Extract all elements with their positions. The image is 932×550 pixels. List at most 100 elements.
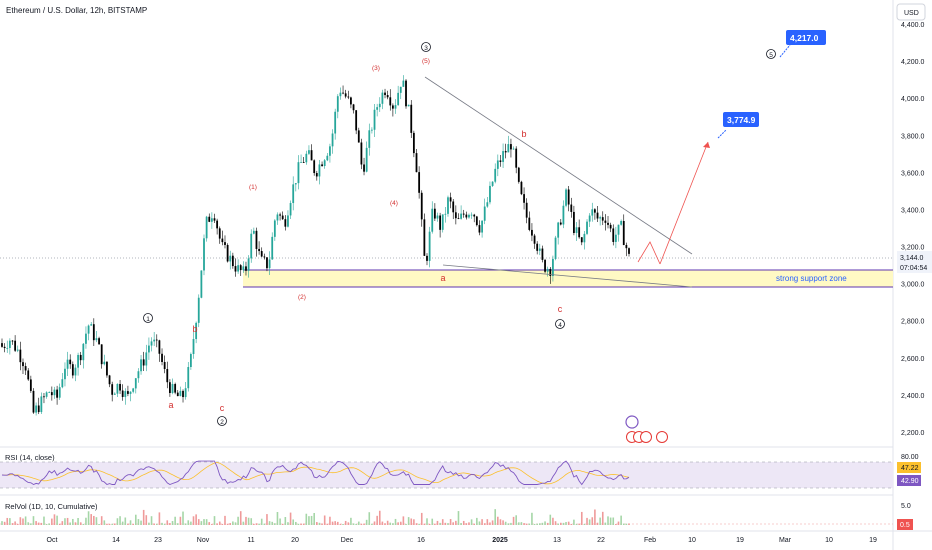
relvol-bar — [570, 523, 573, 525]
target-badge-lower[interactable] — [723, 112, 759, 127]
candle-body — [40, 396, 43, 413]
relvol-bar — [53, 514, 56, 525]
candle-body — [153, 339, 156, 342]
rsi-line — [1, 460, 630, 486]
event-icon-crypto[interactable] — [625, 415, 639, 429]
candle-body — [441, 214, 444, 230]
price-tick-label: 4,200.0 — [901, 59, 924, 66]
candle-body — [297, 162, 300, 184]
relvol-bar — [583, 523, 586, 525]
candle-body — [510, 144, 512, 150]
candle-body — [231, 255, 234, 267]
candle-body — [29, 379, 32, 391]
time-tick-label: 16 — [417, 537, 425, 544]
relvol-bar — [399, 521, 402, 525]
candle-body — [35, 405, 38, 413]
relvol-bar — [350, 517, 352, 525]
candle-body — [61, 379, 64, 388]
relvol-bar — [615, 523, 617, 525]
candle-body — [98, 338, 100, 345]
time-tick-label: 13 — [553, 537, 561, 544]
candle-body — [536, 243, 539, 251]
candle-body — [245, 266, 247, 271]
relvol-bar — [389, 522, 392, 525]
target-badge-upper[interactable] — [786, 30, 826, 45]
candle-body — [281, 215, 284, 220]
candle-body — [200, 270, 203, 298]
time-tick-label: 22 — [597, 537, 605, 544]
candle-body — [216, 220, 219, 229]
price-axis[interactable]: 4,400.0 4,200.0 4,000.0 3,800.0 3,600.0 3,400… — [901, 22, 924, 437]
relvol-bar — [93, 515, 95, 525]
candle-body — [90, 324, 93, 326]
candle-body — [121, 390, 124, 397]
candle-body — [53, 389, 56, 396]
relvol-bar — [444, 522, 447, 525]
relvol-bar — [609, 517, 612, 525]
candle-body — [405, 80, 407, 107]
relvol-bar — [426, 518, 428, 525]
candle-body — [578, 227, 581, 238]
candle-body — [258, 248, 260, 252]
relvol-bar — [9, 518, 11, 525]
relvol-bar — [203, 519, 205, 525]
relvol-bar — [1, 521, 3, 525]
relvol-bar — [423, 523, 426, 525]
time-tick-label: 10 — [825, 537, 833, 544]
time-axis[interactable]: Oct 14 23 Nov 11 20 Dec 16 2025 13 22 Feb 10 19 Mar 10 1… — [47, 537, 877, 544]
relvol-bar — [121, 521, 124, 525]
relvol-bar — [64, 518, 66, 525]
relvol-bar — [284, 517, 287, 525]
candle-body — [8, 340, 11, 348]
relvol-bar — [420, 512, 423, 525]
price-tick-label: 3,800.0 — [901, 133, 924, 140]
target-arrow-upper — [779, 44, 791, 58]
candle-body — [502, 151, 504, 162]
relvol-bar — [402, 516, 405, 525]
minor-wave-1-label: (1) — [249, 184, 257, 191]
candle-body — [255, 230, 258, 249]
relvol-bar — [620, 515, 622, 525]
relvol-bar — [365, 519, 368, 525]
candle-body — [24, 366, 27, 371]
relvol-bar — [321, 523, 323, 525]
candle-body — [620, 220, 623, 225]
relvol-bar — [329, 516, 331, 525]
candle-body — [478, 225, 481, 233]
flag-icon-4[interactable] — [656, 431, 668, 443]
candle-body — [468, 214, 470, 218]
candle-body — [549, 268, 552, 277]
relvol-bar — [192, 516, 195, 525]
relvol-bar — [486, 519, 489, 525]
price-tick-label: 4,400.0 — [901, 22, 924, 29]
relvol-bar — [363, 523, 365, 525]
candle-body — [95, 338, 98, 341]
relvol-bar — [132, 523, 134, 525]
relvol-bar — [190, 521, 192, 525]
candle-body — [538, 248, 541, 251]
candle-body — [45, 392, 48, 397]
relvol-bar — [591, 517, 594, 525]
time-tick-label: Oct — [47, 537, 58, 544]
relvol-bar — [376, 515, 378, 525]
relvol-bar — [575, 523, 578, 525]
candle-body — [614, 234, 617, 242]
target-arrow-lower — [717, 129, 727, 139]
candle-body — [481, 220, 483, 233]
candle-body — [113, 393, 116, 395]
candle-body — [321, 164, 323, 167]
relvol-bar — [142, 509, 145, 525]
relvol-title: RelVol (1D, 10, Cumulative) — [5, 502, 98, 511]
relvol-bar — [103, 520, 106, 525]
currency-badge[interactable] — [896, 3, 926, 21]
relvol-bar — [87, 511, 90, 525]
relvol-bar — [258, 523, 260, 525]
relvol-bar — [357, 521, 360, 525]
flag-icon-3[interactable] — [640, 431, 652, 443]
relvol-bar — [145, 515, 148, 525]
candle-body — [203, 238, 205, 271]
relvol-bar — [557, 523, 559, 525]
relvol-bar — [428, 523, 431, 525]
economic-events-icons[interactable] — [626, 431, 668, 443]
